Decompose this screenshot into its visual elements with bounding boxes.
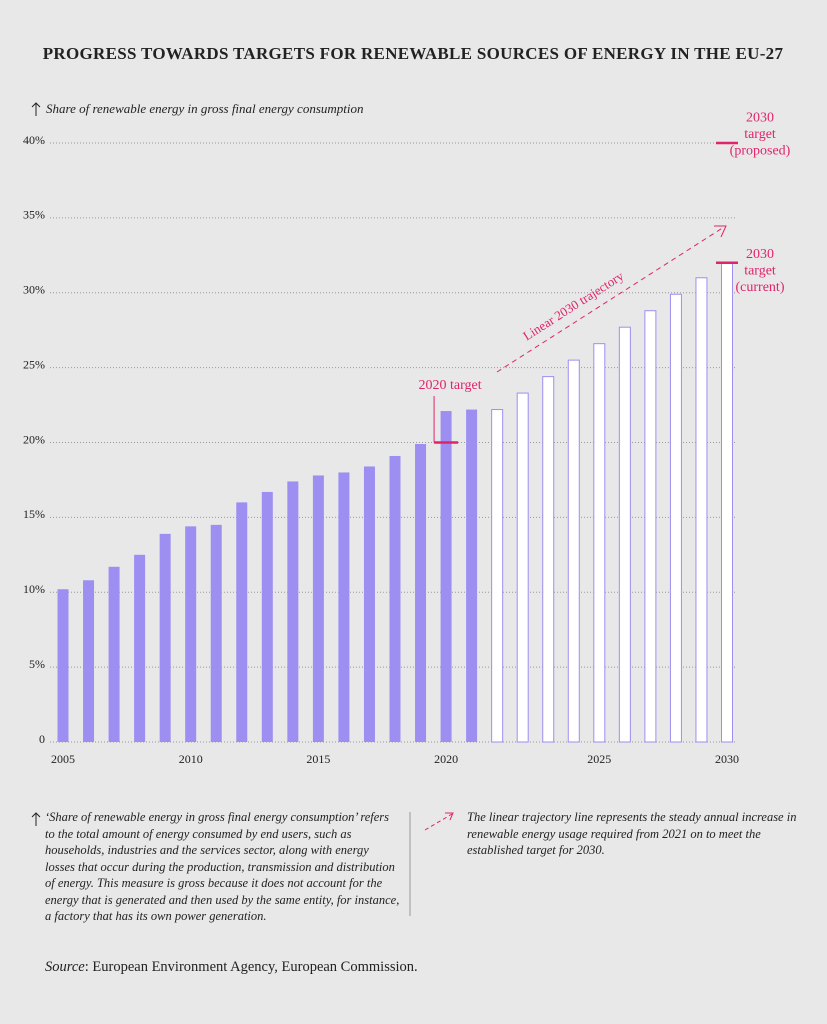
note-trajectory-icon-head [445,812,454,821]
note-trajectory-icon [424,813,453,831]
trajectory-annotation: Linear 2030 trajectory [496,225,727,373]
trajectory-label: Linear 2030 trajectory [520,268,626,344]
x-tick-label: 2020 [434,752,458,766]
bar [159,533,171,742]
target-label: target [744,264,776,279]
x-tick-label: 2015 [306,752,330,766]
bar [261,491,273,742]
y-tick-label: 5% [29,657,45,671]
note-definition: ‘Share of renewable energy in gross fina… [45,810,400,923]
y-axis-title: Share of renewable energy in gross final… [46,101,363,116]
target-label: target [744,127,776,142]
note-arrow-icon [31,812,41,826]
x-tick-label: 2010 [179,752,203,766]
target-label: 2020 target [419,378,482,393]
bar [57,589,69,742]
bar-projected [516,392,529,743]
trajectory-arrow-head [714,225,727,238]
target-label: (current) [736,280,785,295]
trajectory-arrow [496,226,725,373]
bar [415,443,427,742]
y-tick-label: 35% [23,208,45,222]
y-tick-label: 15% [23,507,45,521]
bar [440,411,452,742]
source-label: Source [45,959,85,975]
bar [338,472,350,742]
chart-title: PROGRESS TOWARDS TARGETS FOR RENEWABLE S… [43,44,784,63]
bar [287,481,299,742]
bar-projected [721,262,733,743]
bar-projected [491,409,504,743]
bar [389,455,401,742]
bar-projected [644,310,657,743]
bar-projected [618,326,631,743]
y-tick-label: 20% [23,432,45,446]
target-label: 2030 [746,247,774,262]
bar [83,580,95,742]
target-label: 2030 [746,111,774,126]
bar [185,526,197,742]
target-label: (proposed) [730,144,791,159]
y-tick-label: 25% [23,357,45,371]
bar [134,554,146,742]
bar-projected [542,376,555,743]
bar [210,524,222,742]
x-tick-label: 2025 [587,752,611,766]
bar [363,466,375,742]
axis-arrow-icon [31,102,41,116]
bar [108,566,120,742]
source: Source: European Environment Agency, Eur… [45,959,418,975]
y-tick-label: 10% [23,582,45,596]
bar-projected [669,293,682,743]
y-tick-label: 40% [23,133,45,147]
y-tick-label: 0 [39,732,45,746]
bar-projected [695,277,708,743]
bar-projected [567,359,580,743]
bar [466,409,478,742]
note-trajectory: The linear trajectory line represents th… [467,810,797,857]
bar-projected [593,343,606,743]
y-tick-label: 30% [23,283,45,297]
x-tick-label: 2030 [715,752,739,766]
x-tick-label: 2005 [51,752,75,766]
source-text: : European Environment Agency, European … [85,959,418,975]
bar [312,475,324,742]
bar [236,502,248,742]
